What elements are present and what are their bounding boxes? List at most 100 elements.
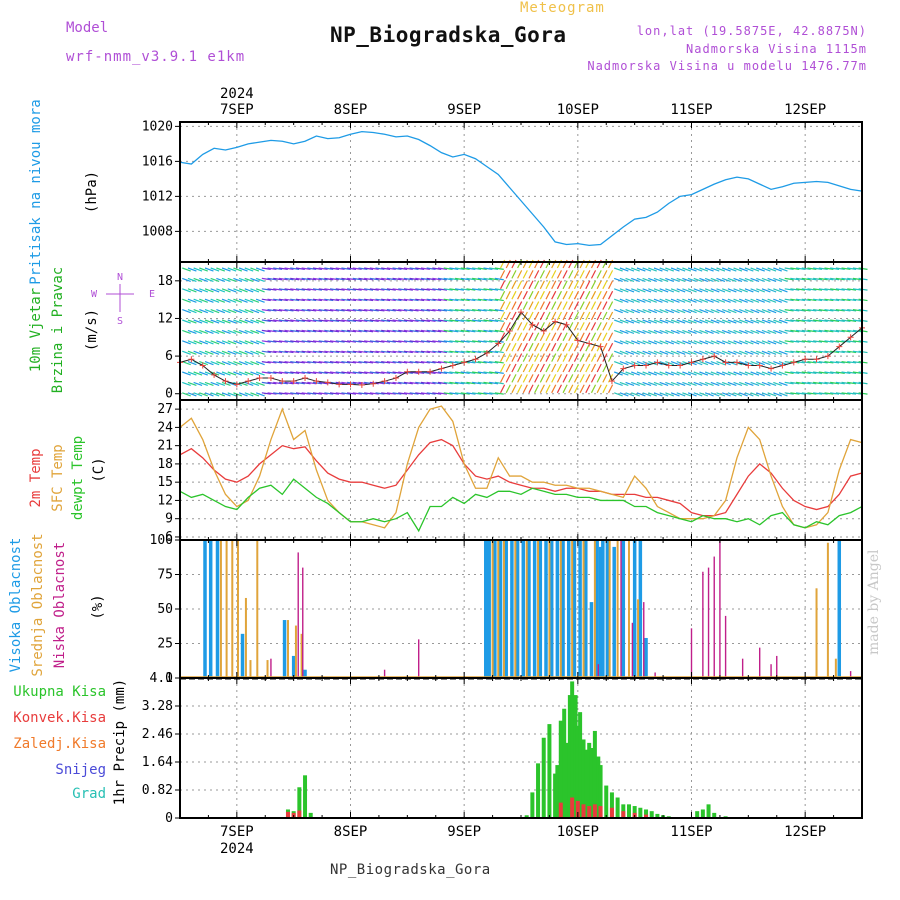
wind-barb xyxy=(500,301,506,310)
wind-barb xyxy=(858,392,868,395)
wind-barb xyxy=(631,319,640,324)
wind-barb xyxy=(665,340,675,345)
wind-barb xyxy=(352,329,362,333)
wind-barb xyxy=(727,392,737,397)
precip-bar xyxy=(308,812,313,818)
wind-barb xyxy=(721,319,731,324)
wind-barb xyxy=(750,309,760,314)
wind-barb xyxy=(358,298,368,302)
wind-barb xyxy=(756,298,765,303)
precip-bar xyxy=(587,806,592,818)
wind-barb xyxy=(403,361,413,364)
y-tick-label: 4.1 xyxy=(150,671,173,686)
wind-barb xyxy=(477,309,487,312)
temp-unit: (C) xyxy=(91,457,107,482)
wind-barb xyxy=(847,340,857,343)
wind-barb xyxy=(324,392,334,395)
precip-bar xyxy=(592,804,597,818)
wind-barb xyxy=(454,340,465,343)
wind-barb xyxy=(472,329,482,333)
wind-barb xyxy=(398,288,408,291)
wind-barb xyxy=(415,277,425,281)
cloud-bar xyxy=(654,672,656,678)
wind-barb xyxy=(432,267,442,270)
wind-barb xyxy=(682,309,692,314)
wind-barb xyxy=(312,298,322,302)
precip-bar xyxy=(562,708,567,818)
sfc-axis-title: SFC Temp xyxy=(50,444,66,511)
wind-barb xyxy=(631,309,640,314)
wind-barb xyxy=(841,381,851,385)
wind-barb xyxy=(420,319,430,322)
wind-barb xyxy=(756,309,765,314)
wind-barb xyxy=(682,329,692,335)
wind-barb xyxy=(852,277,862,281)
wind-barb xyxy=(364,277,374,281)
wind-barb xyxy=(739,277,748,283)
wind-barb xyxy=(255,381,265,387)
day-label-top: 12SEP xyxy=(784,102,826,118)
wind-barb xyxy=(432,361,442,364)
wind-gust-marker xyxy=(381,378,388,385)
wind-barb xyxy=(324,329,334,333)
wind-barb xyxy=(761,288,771,293)
wind-barb xyxy=(670,329,680,335)
wind-barb xyxy=(347,361,357,364)
wind-barb xyxy=(324,267,334,270)
wind-barb xyxy=(784,309,794,312)
wind-barb xyxy=(199,267,208,272)
wind-barb xyxy=(631,392,640,397)
wind-barb xyxy=(665,381,675,387)
legend-snow: Snijeg xyxy=(55,762,106,778)
wind-barb xyxy=(426,319,436,322)
wind-barb xyxy=(614,329,623,335)
cloud-bar xyxy=(266,660,269,678)
wind-barb xyxy=(517,342,523,352)
wind-barb xyxy=(494,309,504,312)
wind-barb xyxy=(221,277,231,283)
wind-barb xyxy=(199,329,208,335)
wind-barb xyxy=(835,309,845,312)
wind-barb xyxy=(364,361,374,364)
wind-barb xyxy=(415,288,425,291)
wind-barb xyxy=(233,340,243,345)
wind-barb xyxy=(261,381,271,385)
wind-barb xyxy=(386,340,396,343)
wind-barb xyxy=(693,340,703,345)
wind-barb xyxy=(233,309,243,314)
wind-barb xyxy=(500,311,506,321)
cloud-bar xyxy=(776,655,778,678)
wind-barb xyxy=(761,319,771,324)
wind-barb xyxy=(381,340,391,343)
wind-barb xyxy=(807,298,817,302)
wind-barb xyxy=(460,309,470,312)
wind-barb xyxy=(642,267,652,272)
wind-barb xyxy=(318,392,328,395)
wind-barb xyxy=(295,277,305,281)
wind-barb xyxy=(227,319,237,324)
cloud-bar xyxy=(493,540,497,678)
y-tick-label: 25 xyxy=(157,637,173,652)
wind-barb xyxy=(329,319,340,322)
wind-barb xyxy=(352,309,362,312)
station-title: NP_Biogradska_Gora xyxy=(330,23,567,47)
wind-barb xyxy=(590,353,597,362)
wind-barb xyxy=(750,340,760,345)
wind-barb xyxy=(193,319,203,324)
wind-barb xyxy=(290,319,300,322)
wind-gust-marker xyxy=(756,362,763,369)
wind-barb xyxy=(227,340,237,345)
wind-barb xyxy=(773,309,783,314)
wind-barb xyxy=(795,340,806,343)
wind-barb xyxy=(795,329,806,333)
wind-barb xyxy=(347,329,357,333)
wind-barb xyxy=(665,288,675,293)
y-tick-label: 18 xyxy=(157,457,173,472)
wind-barb xyxy=(273,298,283,302)
wind-barb xyxy=(539,301,545,310)
wind-barb xyxy=(420,267,430,270)
wind-barb xyxy=(761,371,771,376)
wind-barb xyxy=(556,290,562,300)
wind-barb xyxy=(193,371,203,376)
wind-barb xyxy=(500,290,506,300)
